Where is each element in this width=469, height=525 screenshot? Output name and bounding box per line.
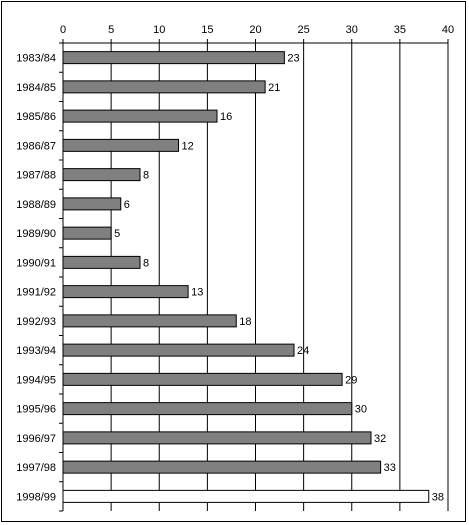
bar-1988-89 xyxy=(62,197,122,211)
bars xyxy=(62,51,430,503)
data-label: 32 xyxy=(374,433,386,445)
x-tick-label: 15 xyxy=(201,24,213,36)
bar-1983-84 xyxy=(62,51,285,65)
data-label: 8 xyxy=(143,170,149,182)
bar-1997-98 xyxy=(62,460,382,474)
x-tick-label: 35 xyxy=(394,24,406,36)
x-tick-label: 25 xyxy=(298,24,310,36)
data-label: 38 xyxy=(432,491,444,503)
data-label: 8 xyxy=(143,257,149,269)
x-tick-label: 0 xyxy=(60,24,66,36)
data-label: 24 xyxy=(297,345,309,357)
category-label: 1992/93 xyxy=(16,316,56,328)
data-label: 6 xyxy=(124,199,130,211)
category-label: 1988/89 xyxy=(16,199,56,211)
bar-1987-88 xyxy=(62,168,141,182)
bar-1998-99 xyxy=(62,489,430,503)
x-tick-label: 30 xyxy=(346,24,358,36)
data-label: 33 xyxy=(384,462,396,474)
data-label: 21 xyxy=(268,82,280,94)
data-label: 29 xyxy=(345,374,357,386)
data-label: 18 xyxy=(239,316,251,328)
category-label: 1989/90 xyxy=(16,228,56,240)
x-tick-label: 20 xyxy=(249,24,261,36)
category-label: 1995/96 xyxy=(16,404,56,416)
data-label: 12 xyxy=(182,140,194,152)
category-label: 1990/91 xyxy=(16,257,56,269)
category-label: 1998/99 xyxy=(16,491,56,503)
bar-1996-97 xyxy=(62,431,372,445)
bar-1993-94 xyxy=(62,343,295,357)
category-label: 1985/86 xyxy=(16,111,56,123)
bar-1995-96 xyxy=(62,402,353,416)
x-tick-label: 40 xyxy=(442,24,454,36)
category-label: 1993/94 xyxy=(16,345,56,357)
bar-1992-93 xyxy=(62,314,237,328)
category-label: 1996/97 xyxy=(16,433,56,445)
bar-1986-87 xyxy=(62,138,179,152)
data-label: 5 xyxy=(114,228,120,240)
category-label: 1997/98 xyxy=(16,462,56,474)
category-label: 1987/88 xyxy=(16,170,56,182)
bar-1994-95 xyxy=(62,372,343,386)
labels: 0 5 10 15 20 25 30 35 40 1983/84 23 1984/85 21 1985/8… xyxy=(16,24,454,503)
data-label: 13 xyxy=(191,287,203,299)
category-label: 1994/95 xyxy=(16,374,56,386)
data-label: 16 xyxy=(220,111,232,123)
x-tick-label: 5 xyxy=(108,24,114,36)
category-label: 1986/87 xyxy=(16,140,56,152)
x-tick-label: 10 xyxy=(153,24,165,36)
data-label: 23 xyxy=(287,53,299,65)
category-label: 1983/84 xyxy=(16,53,56,65)
category-label: 1984/85 xyxy=(16,82,56,94)
data-label: 30 xyxy=(355,404,367,416)
bar-1991-92 xyxy=(62,285,189,299)
bar-1990-91 xyxy=(62,255,141,269)
bar-1985-86 xyxy=(62,109,218,123)
category-label: 1991/92 xyxy=(16,287,56,299)
bar-1989-90 xyxy=(62,226,112,240)
bar-1984-85 xyxy=(62,80,266,94)
